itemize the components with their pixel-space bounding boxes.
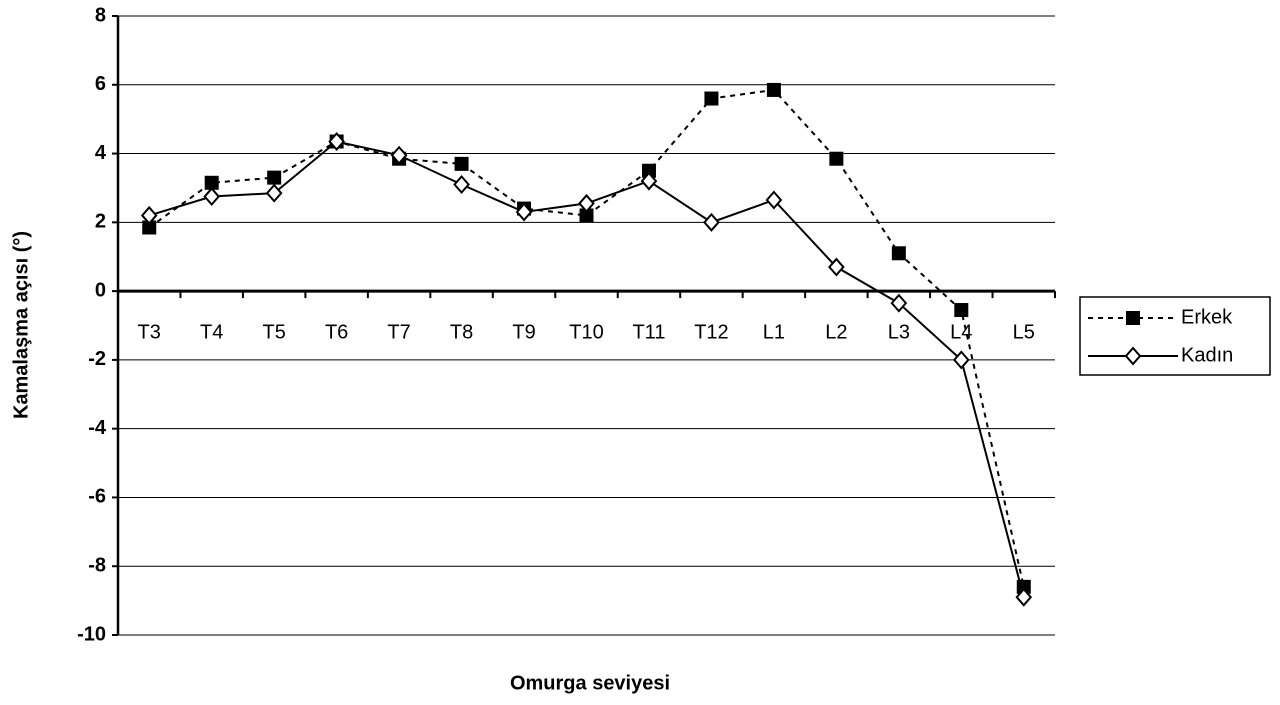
data-point [765,190,783,210]
data-point [578,193,595,213]
data-point [203,187,221,207]
data-point [766,82,781,97]
x-tick-label: T3 [138,321,161,343]
x-tick-label: T10 [569,321,603,343]
x-tick-label: T6 [325,321,348,343]
data-point [453,174,470,195]
y-tick-label: -2 [88,348,106,370]
data-point [952,350,970,370]
data-point [328,132,345,152]
data-point [1015,587,1033,607]
y-tick-label: 4 [95,142,107,164]
x-tick-label: L5 [1013,321,1035,343]
y-tick-label: 8 [95,4,106,26]
x-tick-label: T5 [262,321,285,343]
data-point [703,212,720,232]
y-tick-label: -6 [88,486,106,508]
data-point [640,171,658,191]
x-axis-label: Omurga seviyesi [510,672,670,694]
x-tick-label: L2 [825,321,847,343]
y-tick-label: -8 [88,555,106,577]
data-point [704,91,719,106]
legend-box [1079,296,1271,376]
x-tick-label: T7 [387,321,410,343]
x-tick-label: T8 [450,321,473,343]
data-point [142,220,157,235]
data-point [641,163,656,178]
y-tick-label: 6 [95,73,106,95]
legend-label: Erkek [1181,306,1233,328]
data-point [390,145,408,165]
data-point [265,183,283,203]
data-point [515,202,533,222]
y-tick-label: -10 [77,623,106,645]
x-tick-label: L4 [950,321,972,343]
data-point [579,208,594,223]
series-line [148,88,1025,588]
data-point [140,205,158,225]
x-tick-label: T4 [200,321,223,343]
data-point [204,175,219,190]
x-tick-label: L3 [888,321,910,343]
x-tick-label: L1 [763,321,785,343]
data-point [828,257,845,277]
legend-label: Kadın [1181,344,1233,366]
data-point [829,151,844,166]
x-tick-label: T9 [512,321,535,343]
data-point [954,303,969,318]
y-axis-label: Kamalaşma açısı (°) [10,231,32,419]
y-tick-label: 2 [95,211,106,233]
legend-marker [1126,311,1140,325]
x-tick-label: T12 [694,321,728,343]
data-point [267,170,282,185]
x-tick-label: T11 [632,321,665,343]
data-point [891,246,906,261]
data-point [454,156,469,171]
data-point [890,293,908,313]
legend-marker [1124,346,1142,366]
y-tick-label: -4 [88,417,107,439]
y-tick-label: 0 [95,279,106,301]
